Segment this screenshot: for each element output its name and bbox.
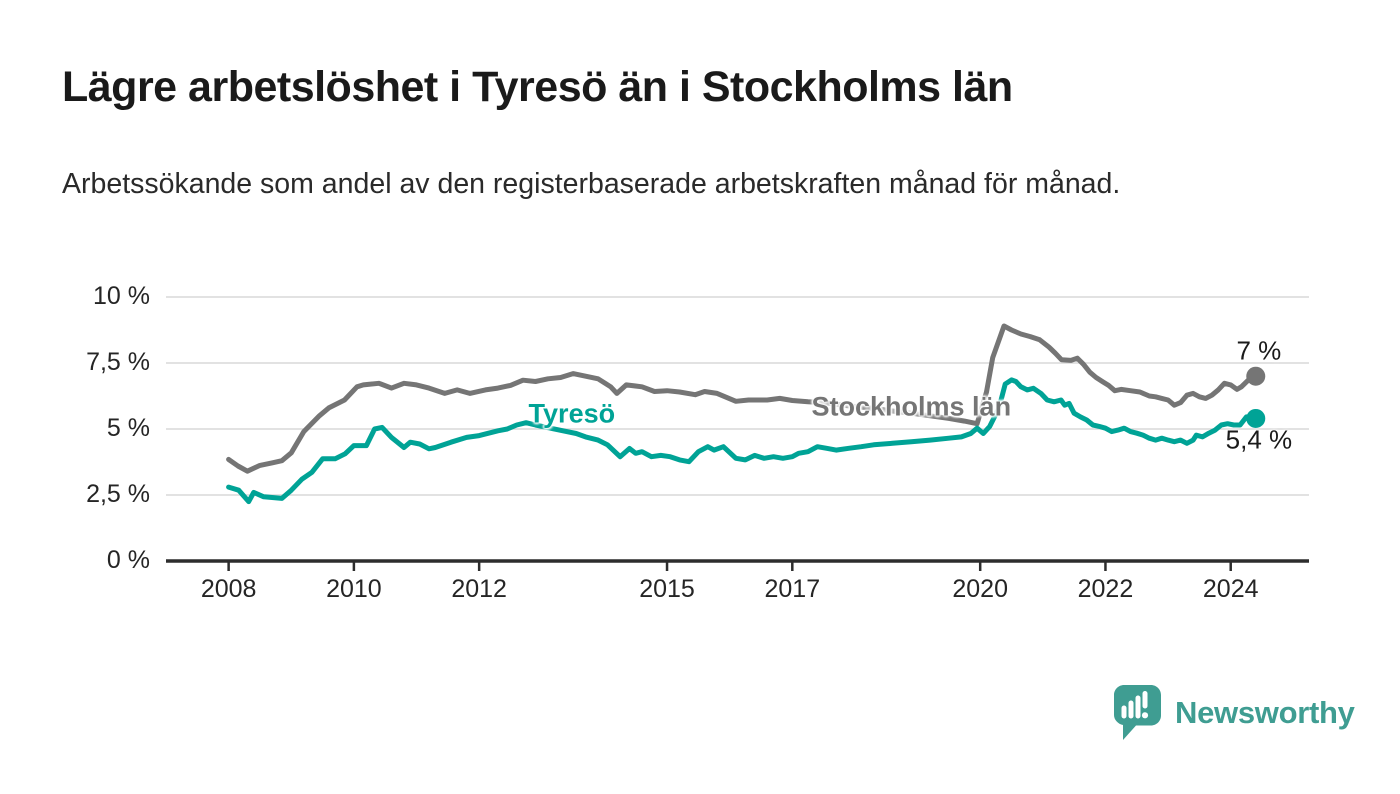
y-tick-label: 5 % xyxy=(106,414,150,442)
chart-subtitle: Arbetssökande som andel av den registerb… xyxy=(62,168,1121,200)
series-line xyxy=(226,323,1259,474)
x-tick-label: 2017 xyxy=(764,575,821,603)
series-end-dot xyxy=(1246,366,1266,386)
x-tick-label: 2008 xyxy=(200,575,257,603)
newsworthy-logo: Newsworthy xyxy=(1113,684,1355,742)
newsworthy-logo-text: Newsworthy xyxy=(1175,695,1355,730)
x-tick-label: 2015 xyxy=(639,575,695,603)
x-tick-label: 2022 xyxy=(1077,575,1134,603)
y-tick-label: 2,5 % xyxy=(86,480,150,508)
y-tick-label: 0 % xyxy=(106,546,150,574)
series-label: Tyresö xyxy=(528,398,616,429)
series-end-value-label: 5,4 % xyxy=(1225,424,1293,455)
x-tick-label: 2020 xyxy=(952,575,1008,603)
y-tick-label: 7,5 % xyxy=(86,348,150,376)
series-end-value-label: 7 % xyxy=(1236,335,1282,366)
x-tick-label: 2010 xyxy=(326,575,382,603)
series-line xyxy=(226,377,1259,505)
y-tick-label: 10 % xyxy=(93,282,150,310)
page-title: Lägre arbetslöshet i Tyresö än i Stockho… xyxy=(62,63,1013,111)
newsworthy-bar-chart-bubble-icon xyxy=(1114,685,1161,740)
series-end-dot xyxy=(1246,408,1266,428)
x-tick-label: 2012 xyxy=(451,575,507,603)
x-tick-label: 2024 xyxy=(1202,575,1259,603)
series-label: Stockholms län xyxy=(811,391,1012,422)
